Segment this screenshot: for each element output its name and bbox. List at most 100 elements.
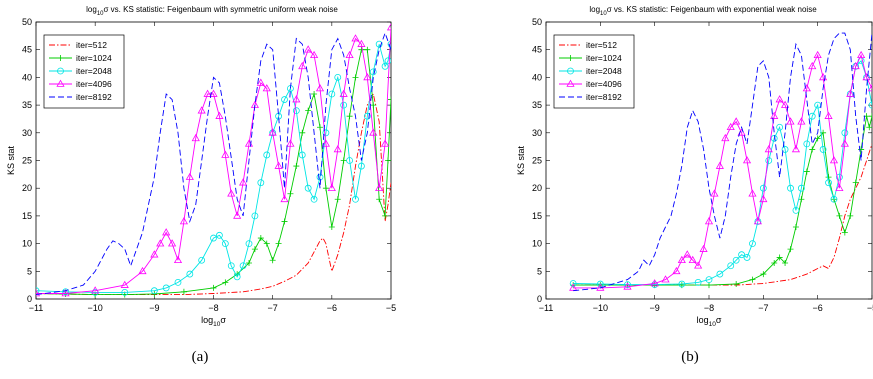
data-point: [292, 107, 300, 115]
data-point: [814, 135, 821, 142]
data-point: [677, 255, 686, 264]
data-point: [239, 262, 247, 270]
y-tick-label: 15: [22, 211, 32, 221]
data-point: [62, 288, 69, 296]
data-point: [340, 101, 348, 109]
data-point: [370, 102, 377, 109]
x-tick-label: −7: [268, 303, 278, 313]
data-point: [764, 145, 773, 153]
data-point: [624, 281, 631, 288]
data-point: [346, 113, 353, 120]
y-tick-label: 25: [532, 156, 542, 166]
data-point: [299, 129, 306, 136]
plot-series: [36, 23, 391, 298]
data-point: [357, 39, 366, 47]
data-point: [292, 95, 301, 103]
legend-entry: iter=4096: [586, 79, 622, 89]
data-point: [787, 184, 794, 192]
data-point: [340, 157, 347, 164]
legend-entry: iter=2048: [586, 66, 622, 76]
data-point: [672, 266, 681, 275]
chart-title-part: σ vs. KS statistic: Feigenbaum with symm…: [104, 5, 339, 14]
data-point: [257, 235, 264, 242]
x-tick-label: −5: [386, 303, 396, 313]
data-point: [683, 250, 692, 258]
data-point: [304, 184, 312, 192]
y-tick-label: 30: [532, 128, 542, 138]
data-point: [321, 139, 331, 147]
data-point: [759, 184, 767, 192]
x-axis-label-part: σ: [220, 315, 226, 325]
data-point: [311, 91, 318, 98]
data-point: [753, 217, 762, 225]
data-point: [733, 281, 740, 288]
series-iter-1024: [570, 113, 872, 289]
series-line: [36, 31, 391, 296]
x-axis-label: log10σ: [697, 315, 722, 328]
x-tick-label: −10: [593, 303, 608, 313]
data-point: [221, 240, 229, 248]
data-point: [726, 122, 735, 131]
y-axis-label: KS stat: [516, 145, 526, 175]
data-point: [185, 172, 194, 180]
data-point: [851, 61, 860, 70]
data-point: [847, 212, 854, 219]
data-point: [351, 34, 360, 42]
x-tick-label: −11: [539, 303, 554, 313]
data-point: [704, 217, 714, 225]
y-tick-label: 5: [537, 266, 542, 276]
data-point: [363, 112, 371, 120]
data-point: [727, 262, 735, 270]
data-point: [334, 196, 341, 203]
data-point: [280, 194, 289, 203]
x-tick-label: −7: [758, 303, 768, 313]
data-point: [251, 212, 259, 220]
data-point: [209, 89, 218, 97]
series-line: [36, 92, 391, 296]
data-point: [210, 234, 217, 242]
legend-marker: [57, 67, 64, 75]
x-axis-label-part: log: [697, 315, 709, 325]
data-point: [836, 173, 843, 181]
data-point: [275, 240, 282, 247]
legend-entry: iter=8192: [76, 92, 112, 102]
data-point: [309, 50, 319, 59]
data-point: [623, 282, 632, 290]
data-point: [375, 40, 383, 48]
data-point: [706, 282, 712, 289]
data-point: [322, 129, 330, 137]
data-point: [233, 273, 241, 281]
data-point: [358, 46, 365, 53]
x-axis-label: log10σ: [201, 315, 226, 328]
data-point: [781, 146, 789, 153]
data-point: [328, 223, 335, 230]
data-point: [150, 287, 158, 295]
data-point: [846, 89, 855, 97]
data-point: [216, 231, 223, 239]
data-point: [829, 156, 839, 164]
data-point: [262, 84, 271, 92]
y-tick-label: 35: [532, 100, 542, 110]
data-point: [858, 146, 865, 153]
plot-series: [569, 32, 872, 292]
data-point: [732, 117, 741, 125]
figure-caption: (b): [681, 349, 699, 365]
x-tick-label: −11: [29, 303, 44, 313]
x-tick-label: −6: [813, 303, 823, 313]
data-point: [867, 84, 872, 92]
data-point: [179, 217, 189, 225]
data-point: [310, 195, 318, 203]
data-point: [369, 128, 378, 136]
data-point: [162, 228, 171, 236]
data-point: [824, 111, 833, 119]
data-point: [197, 106, 206, 114]
y-tick-label: 35: [22, 100, 32, 110]
y-tick-label: 50: [532, 17, 542, 27]
data-point: [36, 287, 40, 295]
data-point: [352, 195, 359, 203]
data-point: [36, 289, 41, 297]
data-point: [298, 151, 306, 159]
data-point: [830, 195, 838, 203]
data-point: [382, 212, 389, 219]
